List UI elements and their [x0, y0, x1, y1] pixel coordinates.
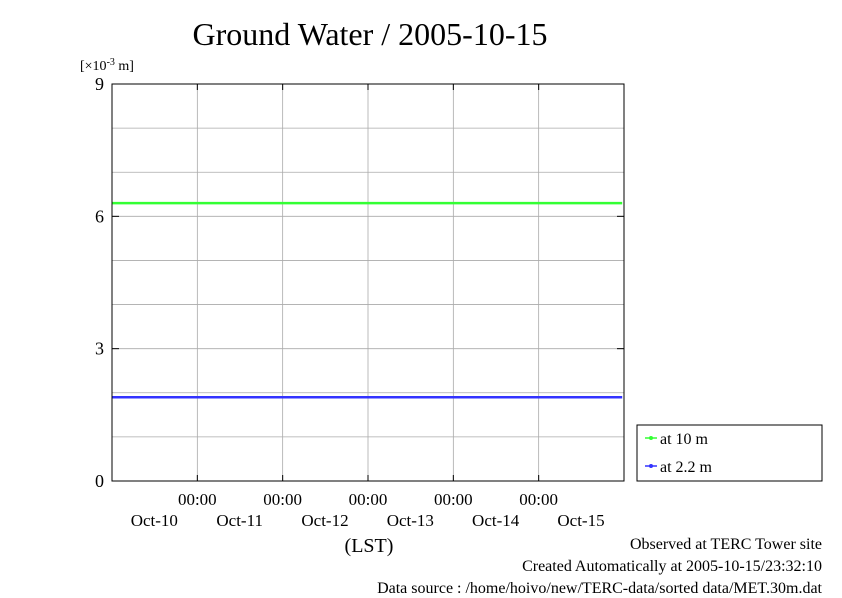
- y-tick-label: 3: [95, 339, 104, 359]
- plot-frame: [111, 83, 625, 482]
- x-tick-day-label: Oct-11: [216, 511, 263, 530]
- x-tick-time-label: 00:00: [434, 490, 473, 509]
- legend-label: at 10 m: [660, 431, 709, 448]
- y-axis-unit-prefix: [×10: [80, 59, 107, 74]
- footer-created: Created Automatically at 2005-10-15/23:3…: [522, 558, 822, 575]
- x-tick-time-label: 00:00: [263, 490, 302, 509]
- y-tick-label: 9: [95, 74, 104, 94]
- footer-source: Data source : /home/hoivo/new/TERC-data/…: [377, 580, 822, 597]
- legend-swatch-marker: [649, 464, 653, 468]
- footer-observed: Observed at TERC Tower site: [629, 536, 822, 553]
- chart-title: Ground Water / 2005-10-15: [193, 16, 548, 52]
- x-tick-time-label: 00:00: [519, 490, 558, 509]
- y-tick-labels: 0 3 6 9: [95, 74, 104, 491]
- legend-swatch-marker: [649, 436, 653, 440]
- y-axis-unit-suffix: m]: [115, 59, 134, 74]
- x-tick-day-label: Oct-15: [557, 511, 604, 530]
- y-tick-label: 0: [95, 471, 104, 491]
- x-axis-label: (LST): [345, 535, 394, 557]
- x-tick-day-label: Oct-12: [301, 511, 348, 530]
- grid-lines: [112, 84, 624, 481]
- series-lines: [112, 201, 623, 399]
- legend-box: [636, 424, 823, 482]
- x-tick-day-label: Oct-14: [472, 511, 520, 530]
- x-tick-day-label: Oct-13: [387, 511, 434, 530]
- legend-label: at 2.2 m: [660, 459, 713, 476]
- x-tick-day-label: Oct-10: [131, 511, 178, 530]
- x-tick-time-label: 00:00: [178, 490, 217, 509]
- x-tick-labels: 00:00Oct-1000:00Oct-1100:00Oct-1200:00Oc…: [131, 490, 605, 530]
- y-axis-unit: [×10-3 m]: [80, 57, 134, 74]
- y-tick-label: 6: [95, 206, 104, 226]
- x-tick-time-label: 00:00: [349, 490, 388, 509]
- legend: at 10 m at 2.2 m: [636, 424, 823, 482]
- y-axis-unit-exponent: -3: [107, 57, 115, 68]
